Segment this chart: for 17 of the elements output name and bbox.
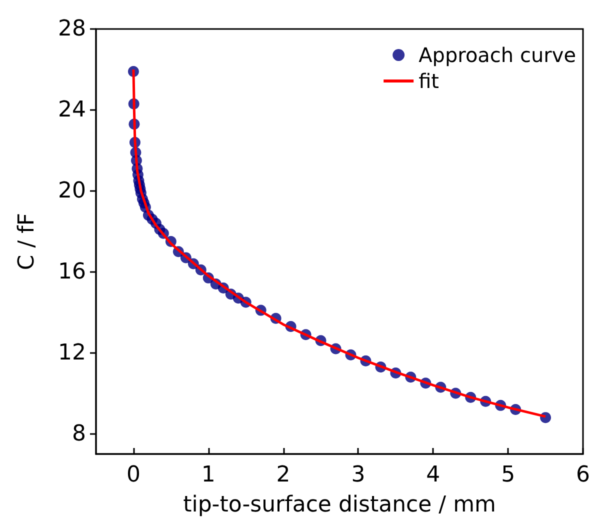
x-tick-label: 0	[126, 462, 140, 488]
x-tick-label: 1	[201, 462, 216, 488]
y-tick-label: 20	[58, 178, 86, 204]
y-tick-label: 24	[58, 97, 86, 122]
x-tick-label: 2	[276, 462, 290, 488]
x-tick-label: 6	[576, 462, 590, 488]
x-tick-label: 5	[501, 462, 516, 488]
x-tick-label: 4	[426, 462, 440, 488]
y-tick-label: 8	[72, 421, 86, 446]
x-axis-title: tip-to-surface distance / mm	[183, 492, 496, 518]
y-tick-label: 12	[58, 340, 86, 366]
y-tick-label: 28	[58, 16, 86, 42]
y-tick-label: 16	[58, 259, 86, 284]
y-axis-title: C / fF	[14, 212, 40, 270]
legend-label: fit	[418, 69, 440, 93]
x-tick-label: 3	[351, 462, 366, 488]
legend-label: Approach curve	[418, 43, 576, 67]
